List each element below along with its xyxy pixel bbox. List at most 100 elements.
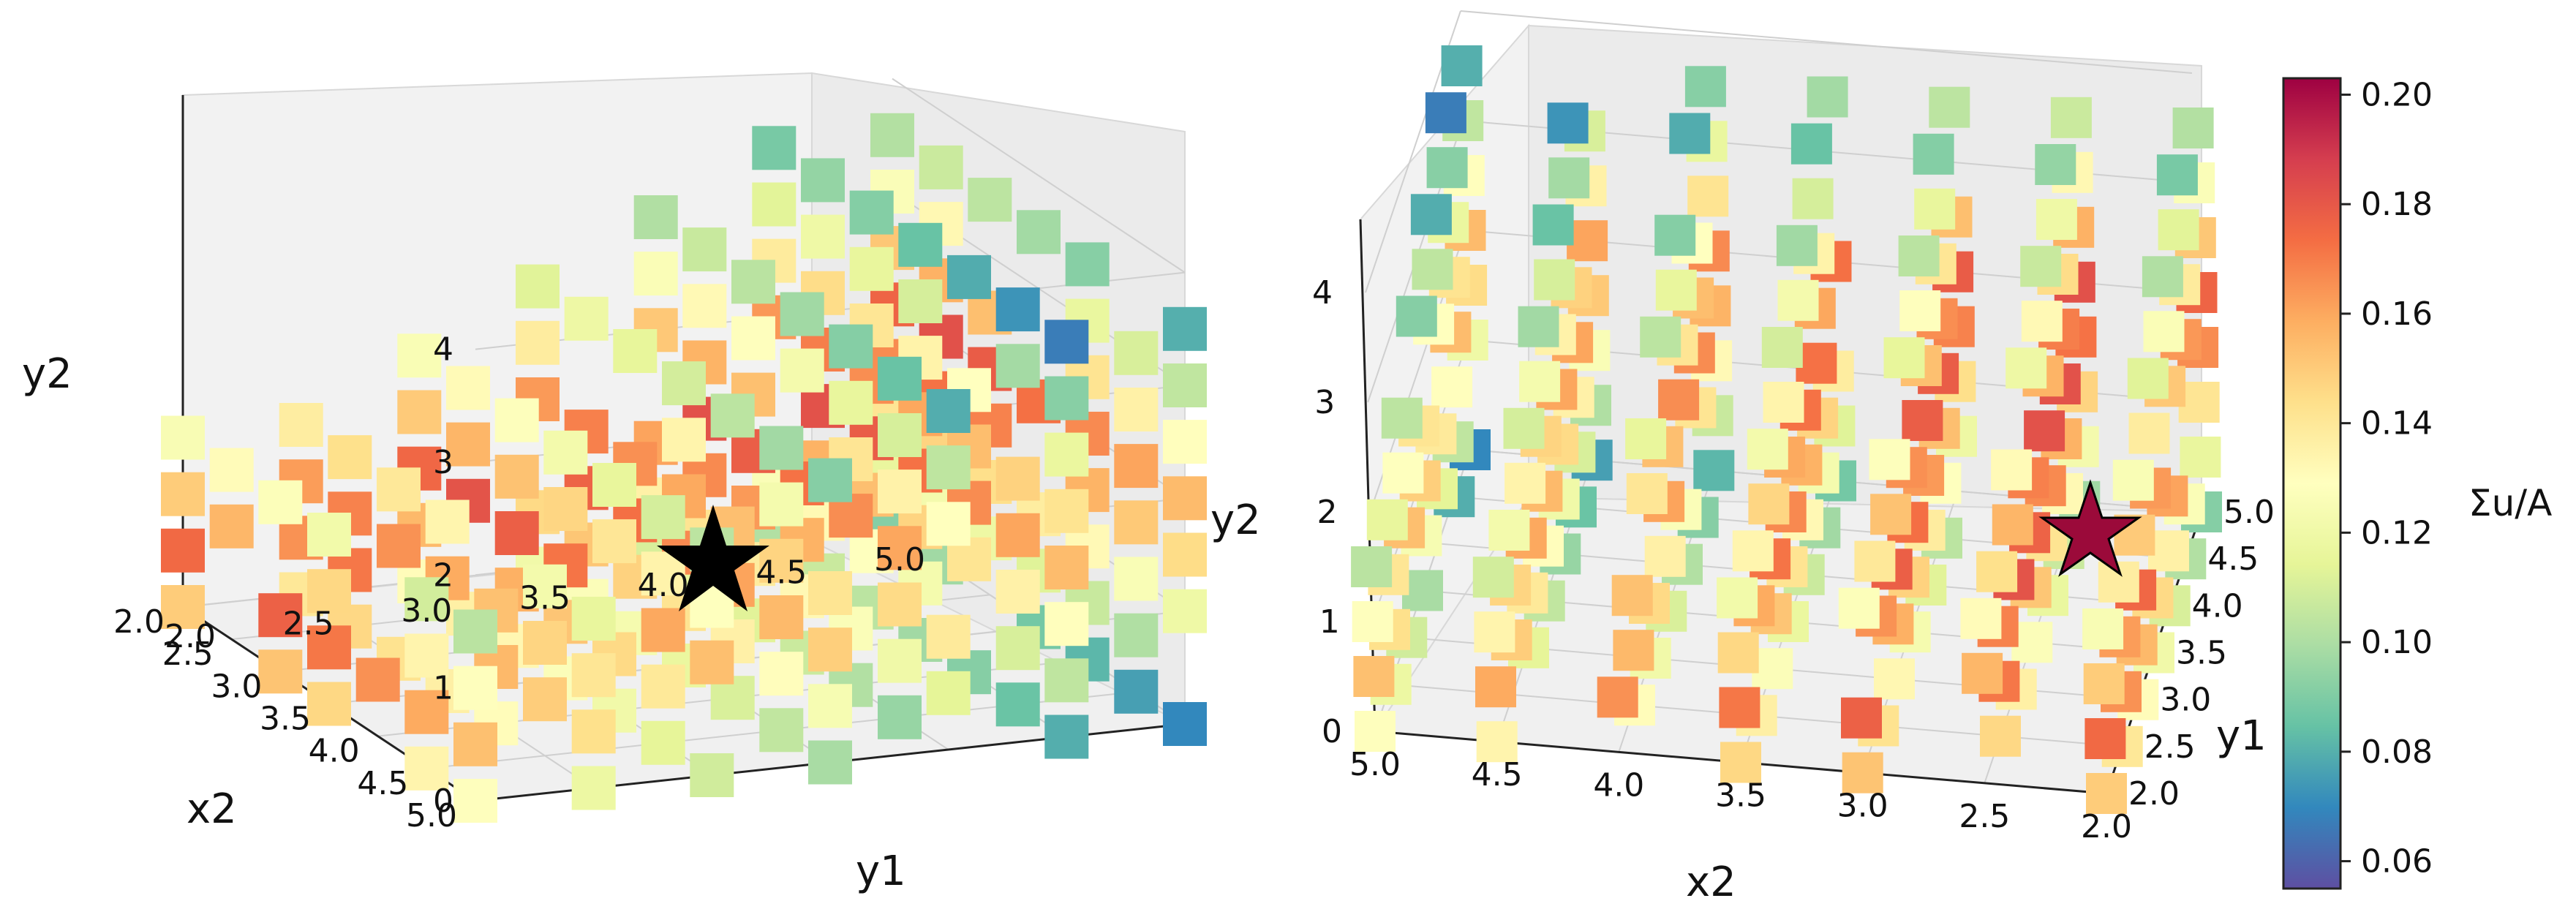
left-x2-tick: 2.5 [162, 636, 214, 673]
left-data-square [759, 652, 803, 695]
left-data-square [898, 279, 942, 323]
colorbar-tick-label: 0.08 [2361, 734, 2433, 771]
right-data-square [2173, 108, 2214, 148]
left-ylabel: x2 [187, 785, 237, 833]
right-x2-tick: 2.0 [2081, 808, 2132, 845]
left-data-square [808, 627, 852, 671]
right-data-square [1762, 327, 1803, 368]
right-x2-tick: 3.0 [1837, 788, 1888, 825]
colorbar-ticks: 0.060.080.100.120.140.160.180.20 [2340, 76, 2433, 880]
right-data-square [1874, 658, 1915, 699]
left-data-square [829, 325, 873, 369]
left-xlabel: y1 [856, 848, 906, 895]
right-data-square [1791, 124, 1832, 165]
right-data-square [1777, 225, 1818, 266]
right-data-square [1442, 45, 1483, 86]
left-data-square [572, 766, 616, 810]
left-x2-tick: 2.0 [113, 603, 165, 641]
right-y1-tick: 5.0 [2223, 494, 2275, 531]
left-data-square [1044, 377, 1088, 421]
right-y1-tick: 2.5 [2144, 728, 2196, 766]
right-data-square [1475, 666, 1516, 707]
right-data-square [1411, 194, 1452, 235]
right-data-square [2084, 663, 2125, 704]
right-data-square [1899, 235, 1940, 276]
left-data-square [878, 413, 922, 457]
left-data-square [1044, 715, 1088, 759]
left-data-square [850, 247, 894, 291]
right-data-square [1778, 280, 1819, 321]
right-data-square [1654, 215, 1695, 256]
right-y1-tick: 3.5 [2176, 635, 2227, 672]
left-data-square [1017, 210, 1061, 254]
left-data-square [1163, 533, 1207, 577]
left-data-square [1163, 476, 1207, 520]
left-data-square [780, 349, 824, 393]
left-data-square [523, 677, 567, 721]
left-data-square [641, 721, 685, 765]
left-data-square [453, 610, 497, 654]
left-data-square [996, 570, 1040, 614]
left-data-square [641, 608, 685, 652]
colorbar-label: Σu/A [2468, 482, 2552, 524]
right-z-tick: 1 [1319, 603, 1340, 641]
right-data-square [1645, 536, 1686, 577]
right-data-square [1352, 601, 1393, 642]
right-data-square [2024, 410, 2065, 451]
right-data-square [1841, 698, 1882, 739]
left-y1-tick: 3.0 [401, 592, 452, 630]
right-data-square [1869, 439, 1910, 480]
right-data-square [1914, 189, 1955, 230]
left-data-square [1163, 307, 1207, 351]
right-y1-tick: 3.0 [2160, 682, 2211, 719]
left-data-square [1114, 614, 1158, 657]
left-data-square [752, 183, 796, 227]
colorbar-tick-label: 0.18 [2361, 186, 2433, 223]
left-data-square [634, 252, 678, 295]
left-data-square [850, 191, 894, 235]
left-data-square [996, 287, 1040, 331]
right-data-square [2128, 358, 2169, 399]
left-data-square [495, 399, 539, 442]
left-data-square [927, 502, 971, 546]
colorbar-tick-label: 0.14 [2361, 405, 2433, 442]
left-data-square [996, 626, 1040, 670]
left-data-square [1044, 489, 1088, 533]
left-data-square [878, 695, 922, 739]
left-data-square [516, 265, 560, 309]
right-data-square [1534, 260, 1575, 301]
left-y1-tick: 2.5 [283, 606, 334, 643]
left-data-square [516, 321, 560, 365]
left-data-square [377, 467, 421, 511]
left-z-tick: 2 [433, 557, 453, 594]
left-data-square [356, 658, 400, 702]
left-data-square [878, 470, 922, 513]
left-data-square [690, 753, 734, 797]
left-data-square [1114, 670, 1158, 714]
right-xlabel: x2 [1686, 859, 1736, 906]
right-data-square [1992, 505, 2033, 546]
left-data-square [1163, 589, 1207, 633]
left-data-square [592, 463, 636, 507]
left-data-square [801, 215, 845, 259]
right-data-square [1687, 176, 1728, 216]
right-data-square [1518, 306, 1559, 347]
left-data-square [927, 671, 971, 715]
right-data-square [1913, 134, 1954, 175]
right-data-square [2158, 209, 2199, 250]
left-data-square [377, 524, 421, 568]
left-data-square [641, 665, 685, 709]
left-data-square [565, 297, 609, 341]
right-data-square [1733, 530, 1774, 571]
right-data-square [2113, 460, 2154, 501]
right-data-square [1396, 296, 1437, 337]
right-data-square [1431, 366, 1472, 407]
left-data-square [780, 293, 824, 336]
right-data-square [1854, 541, 1895, 582]
left-data-square [523, 621, 567, 665]
right-data-square [1367, 499, 1408, 540]
right-data-square [1929, 87, 1970, 128]
left-data-square [1066, 242, 1110, 286]
left-data-square [996, 682, 1040, 726]
left-data-square [1044, 602, 1088, 646]
